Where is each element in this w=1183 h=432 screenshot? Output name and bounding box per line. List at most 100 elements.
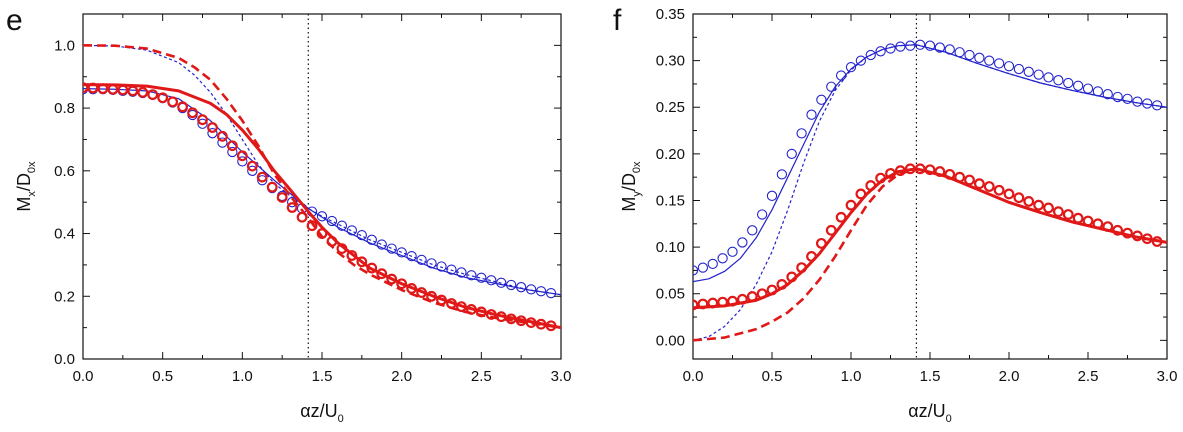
data-point xyxy=(356,256,368,268)
data-point xyxy=(1132,96,1143,107)
data-point xyxy=(197,114,208,126)
data-point xyxy=(485,309,497,320)
data-point xyxy=(1023,66,1034,77)
x-tick-label: 0.5 xyxy=(152,368,173,385)
data-point xyxy=(693,265,699,276)
data-point xyxy=(316,228,328,239)
data-point xyxy=(1142,98,1153,109)
data-point xyxy=(707,297,719,309)
data-point xyxy=(366,234,377,245)
data-point xyxy=(177,101,188,113)
x-tick-label: 0.0 xyxy=(73,368,94,385)
data-point xyxy=(515,315,527,327)
data-point xyxy=(1082,215,1094,227)
data-point xyxy=(885,168,896,179)
data-point xyxy=(934,42,946,53)
data-point xyxy=(776,169,788,180)
plot-frame xyxy=(692,13,1168,360)
data-point xyxy=(983,181,995,192)
y-tick-label: 1.0 xyxy=(54,37,75,54)
data-point xyxy=(406,250,417,262)
data-point xyxy=(495,311,507,323)
data-point xyxy=(826,81,837,92)
data-point xyxy=(855,188,867,200)
data-point xyxy=(276,192,288,203)
data-point xyxy=(1082,83,1094,94)
data-point xyxy=(993,184,1005,196)
data-point xyxy=(456,301,467,313)
x-axis-label: αz/U0 xyxy=(908,401,952,425)
data-point xyxy=(535,318,547,330)
data-point xyxy=(786,148,797,160)
data-point xyxy=(875,172,887,184)
y-axis-label-mid: /D xyxy=(14,173,34,191)
data-point xyxy=(717,296,729,308)
data-point xyxy=(964,49,975,61)
x-tick-label: 2.0 xyxy=(999,368,1020,385)
data-point xyxy=(1052,206,1064,218)
y-axis-label: Mx/D0x xyxy=(14,161,38,212)
y-axis-label-sub1: y xyxy=(631,191,643,197)
data-point xyxy=(436,294,447,306)
data-point xyxy=(316,211,328,222)
y-tick-label: 0.4 xyxy=(54,226,75,243)
y-tick-label: 0.10 xyxy=(656,239,685,256)
data-point xyxy=(1102,89,1113,100)
data-point xyxy=(326,235,338,247)
x-tick-label: 3.0 xyxy=(551,368,572,385)
data-point xyxy=(1033,199,1045,211)
data-point xyxy=(717,253,728,264)
x-axis-label: αz/U0 xyxy=(300,401,344,425)
data-point xyxy=(376,239,387,250)
data-point xyxy=(1072,80,1084,91)
data-point xyxy=(954,171,966,183)
data-point xyxy=(1122,227,1133,239)
x-axis-label-main: αz/U xyxy=(908,401,945,421)
data-point xyxy=(1131,230,1143,242)
data-point xyxy=(1112,91,1123,103)
data-point xyxy=(505,313,517,325)
data-point xyxy=(746,291,758,302)
data-point xyxy=(736,293,748,305)
data-point xyxy=(107,83,119,95)
data-point xyxy=(476,272,487,283)
x-axis-label-sub: 0 xyxy=(338,413,344,425)
data-point xyxy=(147,89,159,101)
data-point xyxy=(446,264,457,275)
data-point xyxy=(796,262,808,274)
data-point xyxy=(727,246,738,257)
series-line-blue-solid-thin xyxy=(83,88,561,296)
data-point xyxy=(416,254,427,266)
data-point xyxy=(894,165,906,177)
data-point xyxy=(257,175,268,186)
data-point xyxy=(1072,212,1084,224)
data-point xyxy=(535,286,547,297)
data-point xyxy=(1092,218,1104,230)
data-point xyxy=(426,258,437,269)
data-point xyxy=(693,299,699,311)
series-line-red-dashed-thick xyxy=(693,167,1167,342)
data-point xyxy=(1063,77,1074,89)
data-point xyxy=(924,164,936,176)
data-point xyxy=(406,283,418,294)
series-blue-circles xyxy=(693,39,1163,276)
data-point xyxy=(1053,75,1064,86)
data-point xyxy=(1151,236,1163,247)
data-point xyxy=(973,178,985,190)
data-point xyxy=(1102,221,1114,232)
data-point xyxy=(326,215,338,227)
data-point xyxy=(336,243,348,255)
data-point xyxy=(786,271,798,283)
data-point xyxy=(1112,224,1124,236)
data-point xyxy=(237,156,248,167)
y-axis-label-main: M xyxy=(619,197,639,212)
data-point xyxy=(127,85,139,97)
data-point xyxy=(356,229,367,241)
data-point xyxy=(227,146,238,158)
data-point xyxy=(187,107,198,119)
data-point xyxy=(226,140,238,152)
data-point xyxy=(895,41,906,52)
data-point xyxy=(796,128,807,139)
y-tick-label: 0.30 xyxy=(656,53,685,70)
x-tick-label: 0.0 xyxy=(683,368,704,385)
